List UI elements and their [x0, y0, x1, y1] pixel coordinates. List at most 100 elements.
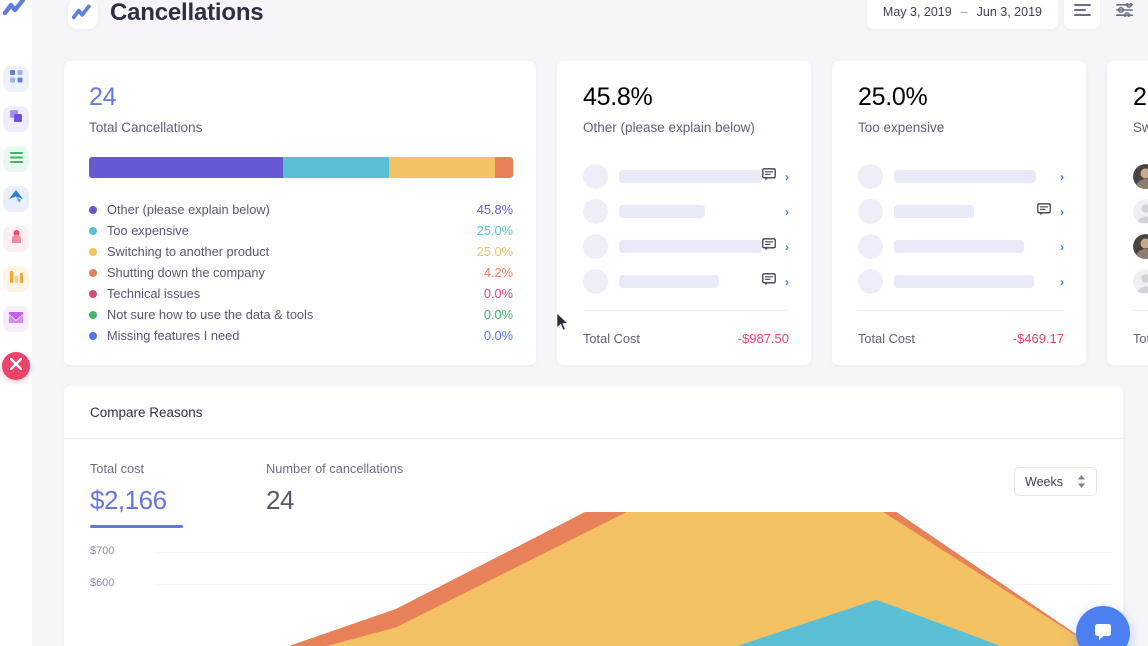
customer-name-placeholder	[619, 275, 719, 288]
row-actions: ›	[1060, 170, 1064, 184]
list-item[interactable]: ›	[858, 264, 1064, 299]
sidebar-item-reports[interactable]	[3, 266, 29, 292]
customer-list: ››››	[1133, 159, 1148, 299]
summary-cards: 24 Total Cancellations Other (please exp…	[64, 61, 1148, 365]
legend-percent: 0.0%	[483, 328, 513, 343]
total-cost-label: Total Cost	[583, 330, 640, 346]
legend-percent: 0.0%	[483, 307, 513, 322]
avatar-placeholder	[1133, 199, 1148, 224]
avatar-placeholder	[858, 199, 883, 224]
chevron-right-icon[interactable]: ›	[1060, 169, 1064, 184]
legend-percent: 4.2%	[483, 265, 513, 280]
date-range-start: May 3, 2019	[882, 5, 952, 19]
metric-label: Number of cancellations	[266, 461, 404, 476]
chevron-right-icon[interactable]: ›	[1060, 239, 1064, 254]
customer-name-placeholder	[619, 170, 762, 183]
layers-stack-icon	[9, 110, 23, 128]
sidebar-item-send[interactable]	[3, 186, 29, 212]
customer-name-placeholder	[894, 170, 1036, 183]
sidebar-close-button[interactable]	[2, 352, 30, 380]
reason-percent: 45.8%	[583, 83, 653, 111]
list-item[interactable]: ›	[858, 159, 1064, 194]
legend-row[interactable]: Too expensive 25.0%	[89, 220, 513, 241]
sidebar-item-layers[interactable]	[3, 106, 29, 132]
list-item[interactable]: ›	[1133, 229, 1148, 264]
page-title: Cancellations	[110, 0, 264, 26]
comment-bubble-icon[interactable]	[762, 272, 776, 291]
avatar-placeholder	[858, 234, 883, 259]
filter-settings-button[interactable]	[1106, 0, 1142, 29]
sidebar-logo-icon[interactable]	[3, 0, 29, 26]
customer-list: › › › ›	[583, 159, 789, 299]
metric-tab-total-cost[interactable]: Total cost $2,166	[90, 461, 183, 528]
chevron-right-icon[interactable]: ›	[1060, 204, 1064, 219]
list-item[interactable]: ›	[583, 264, 789, 299]
avatar-placeholder	[583, 199, 608, 224]
legend-row[interactable]: Technical issues 0.0%	[89, 283, 513, 304]
person-icon	[11, 230, 22, 248]
list-view-button[interactable]	[1064, 0, 1100, 29]
reason-percent: 25.0%	[1133, 83, 1148, 111]
row-actions: ›	[762, 272, 789, 291]
legend-row[interactable]: Shutting down the company 4.2%	[89, 262, 513, 283]
list-item[interactable]: ›	[858, 229, 1064, 264]
close-x-icon	[9, 357, 23, 375]
interval-select[interactable]: Weeks	[1014, 467, 1097, 496]
metric-tab-cancellations[interactable]: Number of cancellations 24	[266, 461, 403, 528]
legend-label: Shutting down the company	[107, 265, 265, 280]
legend-row[interactable]: Switching to another product 25.0%	[89, 241, 513, 262]
y-axis-tick: $600	[90, 577, 115, 589]
comment-bubble-icon[interactable]	[762, 237, 776, 256]
list-item[interactable]: ›	[1133, 159, 1148, 194]
chevron-right-icon[interactable]: ›	[785, 204, 789, 219]
customer-list: › › › ›	[858, 159, 1064, 299]
card-footer: Total Cost	[1133, 310, 1148, 365]
stacked-area-chart: $700 $600	[64, 512, 1123, 646]
bar-segment-1	[283, 157, 390, 178]
paper-plane-icon	[9, 190, 23, 208]
chevron-right-icon[interactable]: ›	[785, 239, 789, 254]
list-item[interactable]: ›	[858, 194, 1064, 229]
chat-support-button[interactable]	[1076, 606, 1130, 646]
legend-percent: 25.0%	[476, 244, 513, 259]
header-logo-icon[interactable]	[68, 0, 98, 29]
comment-bubble-icon[interactable]	[762, 167, 776, 186]
grid-squares-icon	[9, 70, 23, 88]
list-item[interactable]: ›	[583, 194, 789, 229]
sidebar-item-lists[interactable]	[3, 146, 29, 172]
total-cost-value: -$469.17	[1012, 330, 1064, 346]
card-footer: Total Cost -$987.50	[583, 310, 789, 365]
customer-name-placeholder	[619, 240, 762, 253]
chevron-right-icon[interactable]: ›	[785, 169, 789, 184]
avatar-placeholder	[583, 164, 608, 189]
card-footer: Total Cost -$469.17	[858, 310, 1064, 365]
legend-label: Missing features I need	[107, 328, 240, 343]
sidebar-item-messages[interactable]	[3, 306, 29, 332]
list-item[interactable]: ›	[1133, 194, 1148, 229]
chevron-right-icon[interactable]: ›	[785, 274, 789, 289]
total-cost-label: Total Cost	[858, 330, 915, 346]
customer-name-placeholder	[894, 240, 1024, 253]
legend-row[interactable]: Not sure how to use the data & tools 0.0%	[89, 304, 513, 325]
list-item[interactable]: ›	[583, 229, 789, 264]
metric-tabs: Total cost $2,166 Number of cancellation…	[64, 439, 1123, 528]
date-range-end: Jun 3, 2019	[976, 5, 1042, 19]
page-header: Cancellations May 3, 2019 – Jun 3, 2019	[32, 0, 1148, 34]
list-item[interactable]: ›	[1133, 264, 1148, 299]
total-cost-value: -$987.50	[737, 330, 789, 346]
legend-color-dot	[89, 331, 97, 340]
legend-percent: 25.0%	[476, 223, 513, 238]
date-range-picker[interactable]: May 3, 2019 – Jun 3, 2019	[866, 0, 1058, 29]
list-item[interactable]: ›	[583, 159, 789, 194]
legend-row[interactable]: Missing features I need 0.0%	[89, 325, 513, 346]
chevron-right-icon[interactable]: ›	[1060, 274, 1064, 289]
legend-row[interactable]: Other (please explain below) 45.8%	[89, 199, 513, 220]
bar-chart-icon	[9, 270, 23, 288]
compare-reasons-title: Compare Reasons	[90, 405, 203, 420]
sidebar-item-dashboard[interactable]	[3, 66, 29, 92]
sidebar-item-people[interactable]	[3, 226, 29, 252]
comment-bubble-icon[interactable]	[1037, 202, 1051, 221]
row-actions: ›	[785, 205, 789, 219]
date-range-separator: –	[960, 5, 968, 19]
total-cancellations-label: Total Cancellations	[89, 120, 203, 135]
